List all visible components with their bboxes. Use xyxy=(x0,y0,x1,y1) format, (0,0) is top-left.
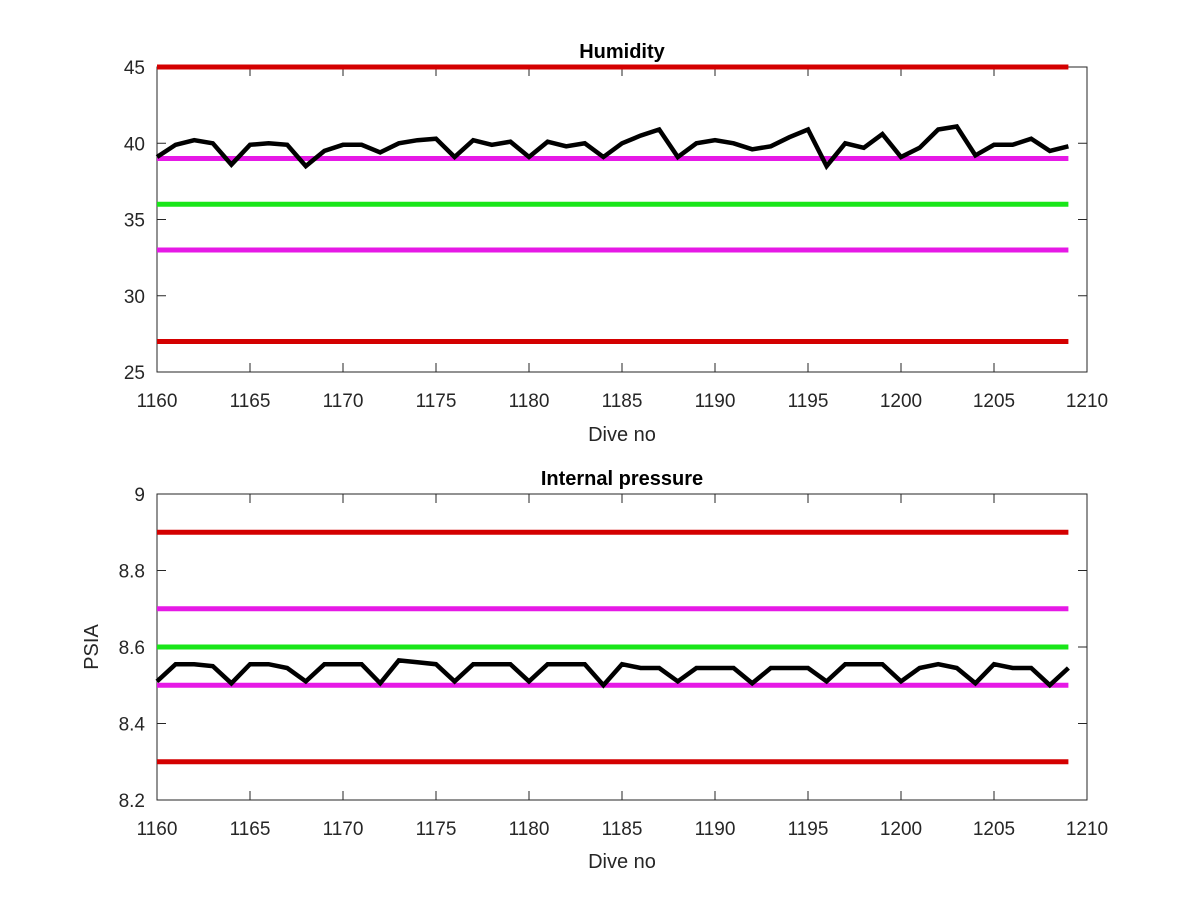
y-tick-label: 8.6 xyxy=(119,638,145,659)
x-tick-label: 1200 xyxy=(880,819,922,840)
x-tick-label: 1185 xyxy=(602,819,643,840)
x-axis-label: Dive no xyxy=(588,851,656,873)
y-tick-label: 8.8 xyxy=(119,562,145,583)
y-tick-label: 30 xyxy=(124,287,145,308)
y-tick-label: 9 xyxy=(134,485,145,506)
chart-panel-1: 1160 1165 1170 1175 1180 1185 1190 1195 1200 1205… xyxy=(124,41,1108,446)
x-tick-label: 1200 xyxy=(880,391,922,412)
data-series-line xyxy=(155,658,1070,689)
x-tick-label: 1170 xyxy=(323,819,364,840)
chart-title: Humidity xyxy=(579,41,665,63)
x-tick-label: 1195 xyxy=(788,819,829,840)
y-tick-label: 45 xyxy=(124,58,145,79)
x-tick-label: 1205 xyxy=(973,819,1015,840)
x-tick-label: 1165 xyxy=(230,819,271,840)
x-tick-label: 1180 xyxy=(509,819,550,840)
plot-area xyxy=(156,66,1088,373)
x-tick-label: 1195 xyxy=(788,391,829,412)
x-tick-label: 1160 xyxy=(137,391,178,412)
y-tick-label: 35 xyxy=(124,211,145,232)
x-tick-label: 1170 xyxy=(323,391,364,412)
x-tick-label: 1175 xyxy=(416,819,457,840)
chart-panel-2: 1160 1165 1170 1175 1180 1185 1190 1195 1200 1205… xyxy=(81,468,1108,873)
data-series-line xyxy=(155,124,1069,171)
x-tick-label: 1205 xyxy=(973,391,1015,412)
x-axis-label: Dive no xyxy=(588,424,656,446)
chart-title: Internal pressure xyxy=(541,468,703,490)
x-tick-label: 1190 xyxy=(695,819,736,840)
x-tick-label: 1185 xyxy=(602,391,643,412)
y-tick-label: 40 xyxy=(124,134,145,155)
y-tick-label: 25 xyxy=(124,363,145,384)
y-tick-label: 8.4 xyxy=(119,715,146,736)
x-tick-label: 1210 xyxy=(1066,819,1108,840)
y-axis-label: PSIA xyxy=(81,624,103,670)
x-tick-label: 1160 xyxy=(137,819,178,840)
x-tick-label: 1165 xyxy=(230,391,271,412)
x-tick-label: 1190 xyxy=(695,391,736,412)
x-tick-label: 1180 xyxy=(509,391,550,412)
x-tick-label: 1175 xyxy=(416,391,457,412)
x-tick-label: 1210 xyxy=(1066,391,1108,412)
y-tick-label: 8.2 xyxy=(119,791,145,812)
